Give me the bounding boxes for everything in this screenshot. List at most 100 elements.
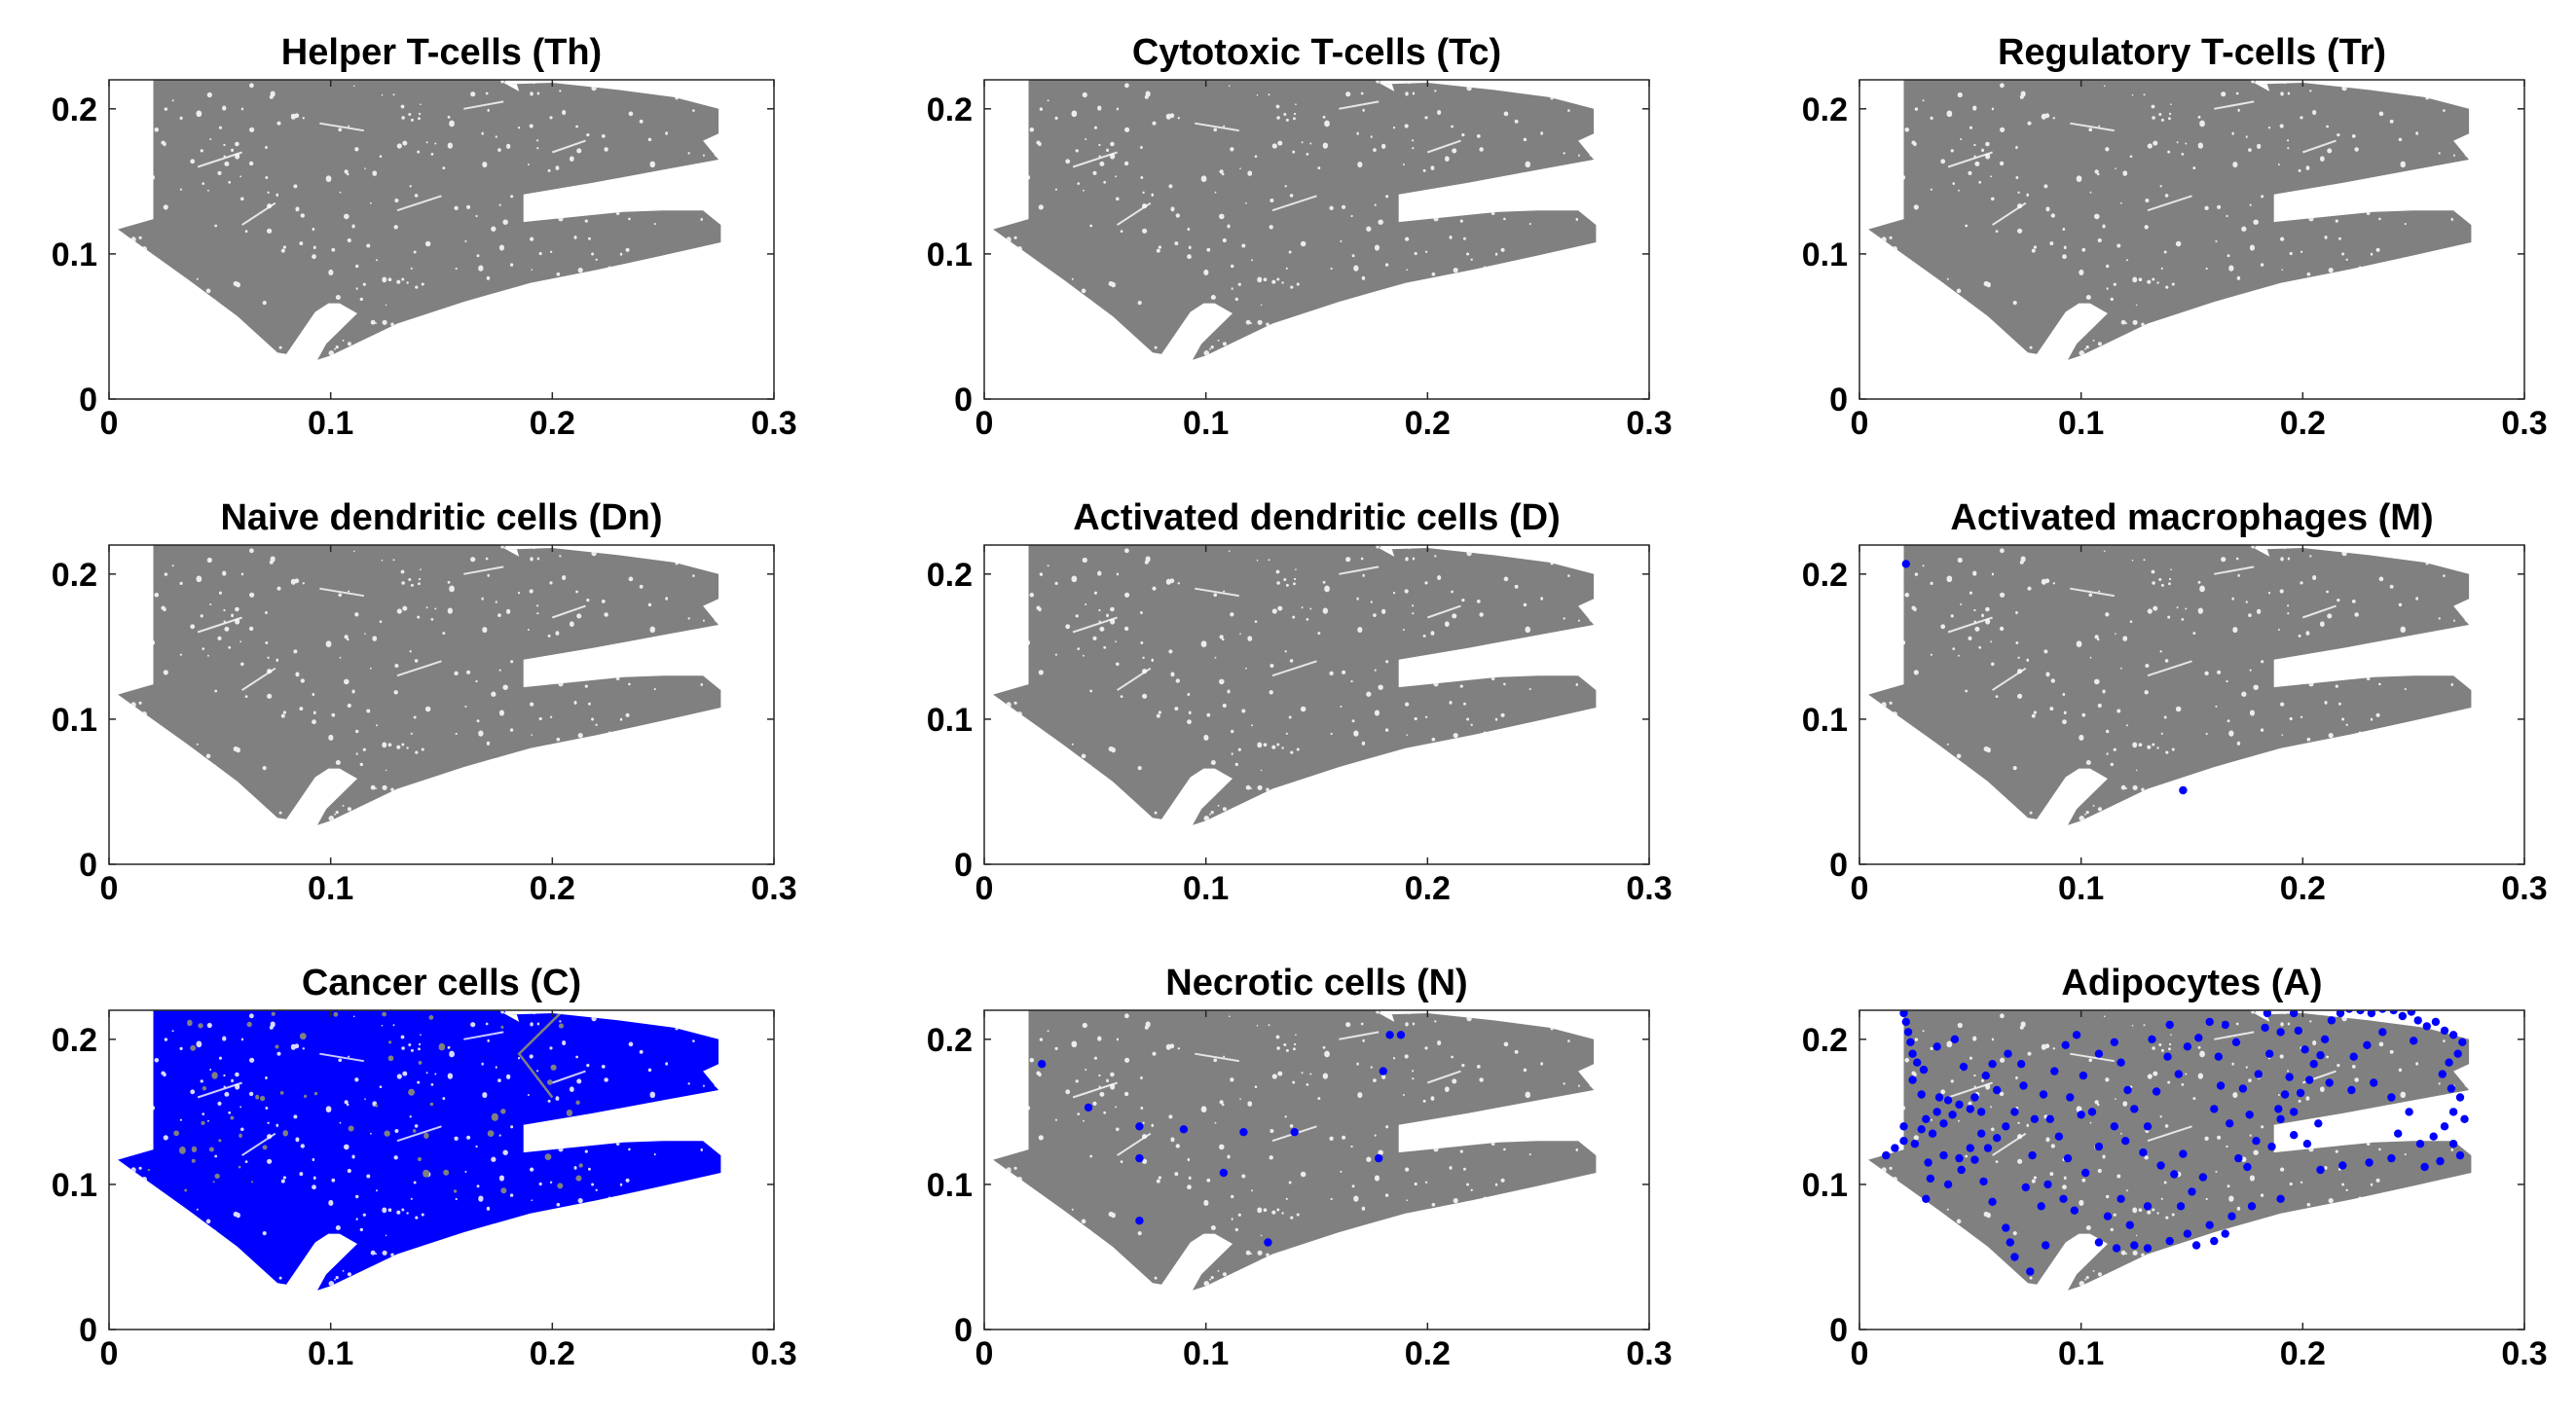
x-tick-label: 0.1 (308, 405, 353, 442)
y-tick-label: 0 (1829, 1312, 1848, 1349)
y-tick-label: 0.2 (1802, 557, 1848, 594)
cell-point (2183, 1229, 2192, 1238)
panel-activated-macrophages-m: Activated macrophages (M) 0 0.1 0.2 0.3 0 0.1 0… (1802, 497, 2548, 907)
y-tick-label: 0.1 (1802, 237, 1848, 273)
axes-box (983, 1009, 1650, 1330)
cell-point (2170, 1170, 2179, 1179)
cell-point (1932, 1108, 1941, 1116)
axes-box (983, 79, 1650, 400)
x-tick-label: 0 (1851, 405, 1869, 442)
axes-box (1858, 79, 2525, 400)
y-tick-label: 0.1 (52, 702, 97, 739)
cell-point (2238, 1084, 2248, 1093)
cell-point (1922, 1194, 1931, 1203)
cell-point (2302, 1140, 2312, 1148)
cell-point (2163, 1052, 2172, 1061)
cell-point (1959, 1062, 1969, 1072)
cell-point (1135, 1217, 1144, 1225)
cell-point (1955, 1153, 1964, 1163)
cell-point (2320, 1035, 2330, 1043)
cell-point (1901, 1017, 1910, 1027)
cell-point (1934, 1093, 1944, 1102)
cell-point (2407, 1010, 2416, 1016)
cell-point (2345, 1010, 2354, 1013)
cell-point (2021, 1183, 2030, 1192)
cell-point (2116, 1194, 2125, 1203)
x-tick-label: 0.2 (530, 405, 575, 442)
cell-point (2183, 1042, 2192, 1051)
cell-point (2112, 1244, 2121, 1253)
cell-point (2030, 1114, 2040, 1123)
cell-point (2125, 1221, 2134, 1229)
x-tick-label: 0.2 (1405, 405, 1451, 442)
cell-point (2447, 1084, 2456, 1093)
cell-point (2245, 1111, 2254, 1119)
tissue-region (993, 536, 1596, 825)
cell-point (2165, 1236, 2174, 1246)
plot-area (993, 536, 1596, 825)
x-tick-label: 0.1 (1183, 405, 1229, 442)
tissue-region (993, 1002, 1596, 1291)
x-tick-label: 0.2 (530, 1335, 575, 1372)
cell-point (1038, 1060, 1047, 1069)
panel-activated-dendritic-cells-d: Activated dendritic cells (D) 0 0.1 0.2 0.3 0… (927, 497, 1673, 907)
cell-point (1899, 1137, 1908, 1146)
cell-point (2347, 1085, 2356, 1095)
tissue-region (118, 71, 720, 360)
cell-point (2019, 1081, 2028, 1090)
cell-point (2455, 1093, 2465, 1102)
cell-point (1084, 1103, 1093, 1112)
y-tick-label: 0.2 (52, 91, 97, 128)
axes-box (108, 544, 775, 865)
cell-point (1955, 1100, 1964, 1110)
cell-point (2438, 1070, 2447, 1078)
cell-point (1970, 1093, 1979, 1102)
x-tick-label: 0 (975, 870, 994, 907)
cell-point (2179, 785, 2188, 795)
cell-point (2440, 1122, 2449, 1131)
y-tick-label: 0.2 (52, 557, 97, 594)
cell-point (2226, 1119, 2234, 1128)
cell-point (2110, 1122, 2118, 1131)
cell-point (2017, 1060, 2026, 1069)
cell-point (2252, 1137, 2261, 1146)
cell-point (2356, 1010, 2365, 1015)
axes-box (108, 1009, 775, 1330)
cell-point (1910, 1140, 1920, 1148)
cell-point (2028, 1150, 2037, 1160)
cell-point (2194, 1034, 2203, 1042)
y-tick-label: 0 (954, 847, 973, 884)
cell-point (2176, 1202, 2186, 1211)
cell-point (2002, 1122, 2010, 1131)
cell-point (2221, 1020, 2229, 1030)
plot-area (1868, 1010, 2471, 1291)
panel-title: Cytotoxic T-cells (Tc) (1132, 32, 1501, 73)
y-tick-label: 0 (954, 382, 973, 419)
cell-point (2130, 1241, 2139, 1250)
y-tick-label: 0 (1829, 382, 1848, 419)
panel-title: Naive dendritic cells (Dn) (220, 497, 662, 538)
cell-point (2210, 1105, 2219, 1113)
cell-point (2274, 1105, 2283, 1113)
cell-point (2179, 1149, 2188, 1158)
plot-area (118, 71, 720, 360)
cell-point (1983, 1144, 1993, 1152)
cell-point (2267, 1142, 2276, 1151)
x-tick-label: 0 (100, 405, 119, 442)
cell-point (1966, 1105, 1974, 1113)
cell-point (2276, 1114, 2285, 1123)
cell-point (2394, 1129, 2403, 1138)
cell-point (1135, 1153, 1144, 1163)
y-tick-label: 0.2 (927, 557, 973, 594)
cell-point (2300, 1045, 2309, 1054)
cell-point (1908, 1075, 1917, 1084)
panel-cytotoxic-t-cells-tc: Cytotoxic T-cells (Tc) 0 0.1 0.2 0.3 0 0.1 0.2 (927, 32, 1673, 442)
cell-point (2216, 1081, 2226, 1090)
cell-point (2148, 1035, 2156, 1043)
y-tick-label: 0 (954, 1312, 973, 1349)
cell-point (1970, 1155, 1979, 1164)
cell-point (2243, 1162, 2252, 1172)
cell-point (2290, 1131, 2299, 1140)
cell-point (1932, 1042, 1941, 1051)
cell-point (2010, 1253, 2019, 1261)
